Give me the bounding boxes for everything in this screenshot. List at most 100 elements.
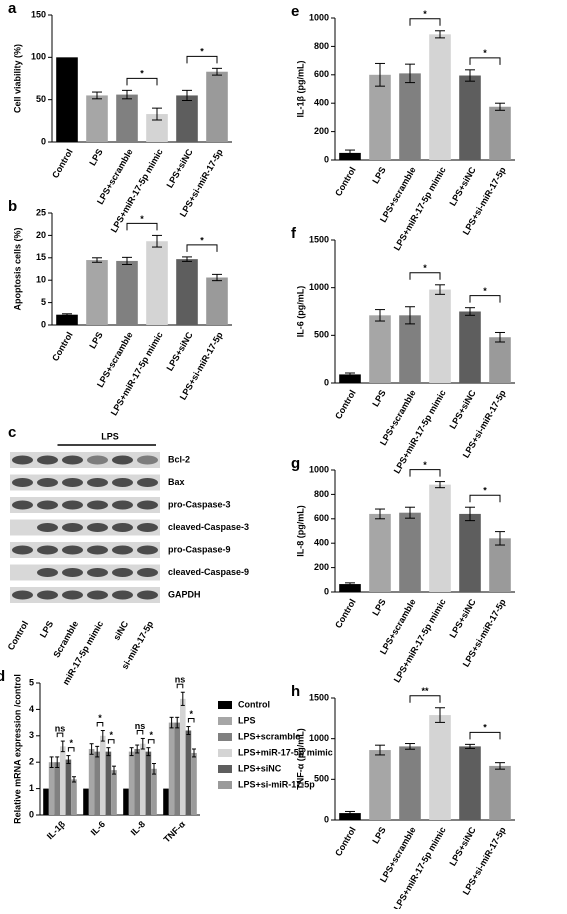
- significance-bracket: [96, 722, 104, 727]
- x-tick-label: IL-6: [89, 819, 107, 837]
- y-tick-label: 1: [29, 783, 34, 793]
- x-tick-label: Control: [333, 597, 358, 630]
- legend-label: LPS+siNC: [238, 763, 282, 773]
- error-bar: [345, 582, 355, 586]
- error-bar: [182, 256, 192, 262]
- legend-swatch: [218, 781, 232, 789]
- y-tick-label: 0: [324, 814, 329, 824]
- panel-label: a: [8, 0, 17, 17]
- significance-label: *: [140, 214, 144, 224]
- significance-label: *: [483, 286, 487, 296]
- y-axis-label: IL-8 (pg/mL): [295, 505, 305, 557]
- y-tick-label: 1000: [309, 733, 329, 743]
- y-tick-label: 0: [324, 154, 329, 164]
- blot-band: [112, 500, 133, 510]
- bar: [185, 730, 192, 815]
- blot-band: [137, 455, 158, 465]
- blot-band: [37, 500, 58, 510]
- bar: [369, 74, 391, 160]
- blot-band: [137, 568, 158, 577]
- panel-label: e: [291, 3, 299, 20]
- y-tick-label: 0: [41, 319, 46, 329]
- bar: [459, 311, 481, 383]
- bar: [146, 114, 168, 142]
- error-bar: [92, 91, 102, 100]
- y-axis-label: Apoptosis cells (%): [12, 227, 22, 310]
- blot-band: [62, 590, 83, 600]
- blot-band: [37, 590, 58, 600]
- blot-band: [87, 523, 108, 532]
- error-bar: [495, 331, 505, 343]
- error-bar: [435, 30, 445, 39]
- band-label: pro-Caspase-3: [168, 499, 231, 509]
- error-bar: [92, 257, 102, 263]
- panel-label: g: [291, 455, 300, 472]
- x-tick-label: LPS+miR-17-5p mimic: [392, 165, 448, 252]
- y-tick-label: 0: [41, 136, 46, 146]
- blot-band: [62, 523, 83, 532]
- x-tick-label: LPS: [370, 388, 387, 408]
- bar: [489, 538, 511, 592]
- legend-swatch: [218, 717, 232, 725]
- y-tick-label: 500: [314, 774, 329, 784]
- band-label: pro-Caspase-9: [168, 544, 231, 554]
- error-bar: [405, 506, 415, 519]
- x-tick-label: LPS+siNC: [447, 388, 478, 431]
- blot-band: [37, 523, 58, 532]
- bar: [43, 788, 49, 815]
- blot-band: [137, 590, 158, 600]
- bar: [369, 315, 391, 383]
- bar: [369, 750, 391, 820]
- bar: [489, 765, 511, 820]
- significance-bracket: [469, 57, 501, 65]
- bar: [151, 768, 157, 815]
- panel-label: d: [0, 668, 5, 685]
- bar: [168, 722, 175, 815]
- significance-label: *: [69, 738, 73, 748]
- y-tick-label: 100: [31, 52, 46, 62]
- blot-band: [87, 590, 108, 600]
- bar: [339, 374, 361, 383]
- y-tick-label: 50: [36, 94, 46, 104]
- y-axis-label: TNF-α (pg/mL): [295, 728, 305, 790]
- legend-label: LPS+scramble: [238, 731, 300, 741]
- bar: [339, 813, 361, 820]
- significance-label: *: [200, 47, 204, 57]
- y-tick-label: 25: [36, 207, 46, 217]
- error-bar: [192, 748, 196, 758]
- significance-label: *: [483, 48, 487, 58]
- blot-band: [112, 455, 133, 465]
- significance-label: *: [200, 235, 204, 245]
- significance-label: *: [483, 723, 487, 733]
- bar: [116, 260, 138, 325]
- error-bar: [152, 234, 162, 248]
- error-bar: [146, 747, 151, 757]
- error-bar: [212, 67, 222, 76]
- bar: [176, 259, 198, 325]
- error-bar: [106, 747, 111, 757]
- bar: [100, 735, 106, 815]
- error-bar: [495, 762, 505, 770]
- error-bar: [122, 89, 132, 100]
- error-bar: [112, 765, 116, 775]
- bar: [399, 746, 421, 820]
- blot-band: [12, 590, 33, 600]
- y-tick-label: 20: [36, 230, 46, 240]
- y-tick-label: 5: [29, 677, 34, 687]
- y-tick-label: 1000: [309, 282, 329, 292]
- blot-band: [12, 455, 33, 465]
- bar: [48, 762, 55, 815]
- significance-bracket: [136, 729, 144, 735]
- y-axis-label: Relative mRNA expression /control: [12, 674, 22, 824]
- bar: [429, 289, 451, 383]
- error-bar: [345, 149, 355, 157]
- x-tick-label: LPS: [370, 597, 387, 617]
- x-tick-label: LPS+miR-17-5p mimic: [109, 147, 165, 234]
- y-tick-label: 800: [314, 489, 329, 499]
- band-label: cleaved-Caspase-3: [168, 522, 249, 532]
- x-tick-label: LPS+siNC: [447, 597, 478, 640]
- error-bar: [375, 62, 385, 87]
- error-bar: [66, 755, 71, 765]
- error-bar: [405, 306, 415, 325]
